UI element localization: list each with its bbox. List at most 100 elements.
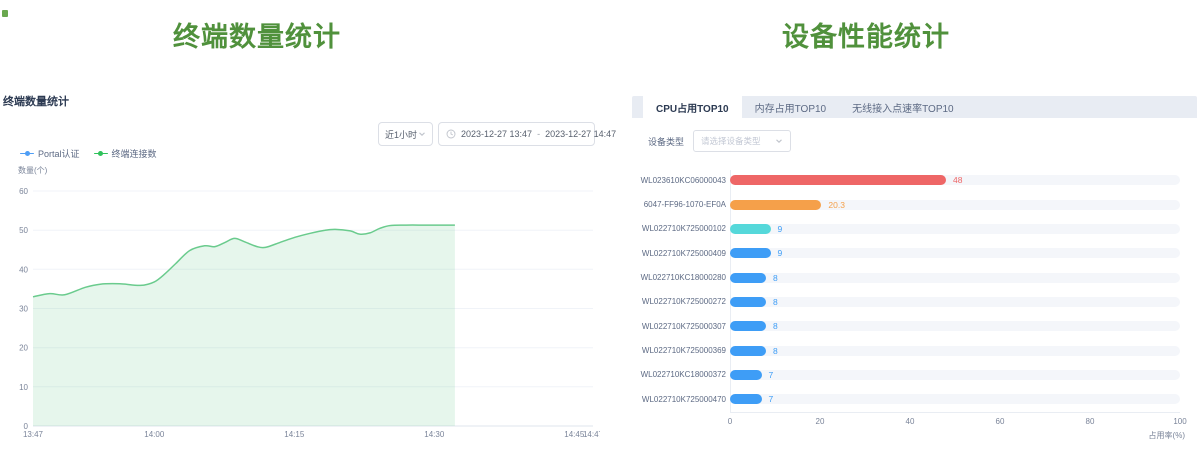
svg-text:20: 20 [19, 344, 28, 353]
date-range-separator: - [537, 129, 541, 139]
legend-marker-icon [93, 151, 108, 156]
bar [730, 321, 766, 332]
bar-xaxis-label: 占用率(%) [1148, 431, 1185, 440]
bar-row: WL022710KC18000280 8 [640, 265, 1188, 289]
device-label: WL022710K725000470 [641, 394, 726, 404]
legend-portal-auth[interactable]: Portal认证 [20, 147, 80, 160]
perf-tabs: CPU占用TOP10 内存占用TOP10 无线接入点速率TOP10 [632, 96, 1197, 118]
device-label: 6047-FF96-1070-EF0A [643, 200, 726, 210]
bar-value: 8 [773, 272, 778, 283]
left-section-heading: 终端数量统计 [173, 22, 341, 52]
bar-row: WL022710K725000470 7 [640, 387, 1188, 411]
legend-label: Portal认证 [38, 149, 80, 159]
tab-wireless-ap-rate-top10[interactable]: 无线接入点速率TOP10 [852, 103, 954, 115]
bar-xtick: 100 [1173, 417, 1187, 426]
bar-xtick: 0 [727, 417, 733, 426]
bar [730, 223, 771, 234]
bar [730, 345, 766, 356]
bar-xaxis: 0 20 40 60 80 100 [727, 417, 1187, 427]
chart-legend: Portal认证 终端连接数 [20, 147, 157, 160]
bar-value: 7 [768, 394, 774, 405]
chevron-down-icon [776, 139, 782, 143]
bar-row: WL023610KC06000043 48 [640, 168, 1188, 192]
bar-row: WL022710K725000369 8 [640, 338, 1188, 362]
bar-value: 48 [953, 175, 963, 186]
bar-chart-y-axis-line [730, 170, 731, 413]
clock-icon [446, 129, 456, 139]
y-axis-title: 数量(个) [18, 166, 48, 175]
svg-text:14:47: 14:47 [583, 430, 600, 439]
bar-track: 7 [730, 394, 1180, 405]
legend-label: 终端连接数 [111, 149, 157, 159]
bar-value: 9 [777, 223, 783, 234]
bar-row: WL022710K725000307 8 [640, 314, 1188, 338]
device-label: WL022710KC18000280 [640, 273, 726, 283]
device-label: WL022710K725000369 [641, 346, 726, 356]
date-range-picker[interactable]: 2023-12-27 13:47 - 2023-12-27 14:47 [438, 122, 616, 146]
tab-cpu-top10[interactable]: CPU占用TOP10 [643, 96, 742, 118]
svg-text:50: 50 [19, 226, 28, 235]
terminal-line-chart: 0 10 20 30 40 50 60 13:47 14:00 14:15 14:30 14:4514… [19, 187, 600, 439]
svg-text:0: 0 [24, 422, 29, 431]
date-range-start[interactable]: 2023-12-27 13:47 [461, 129, 533, 139]
time-range-value: 近1小时 [385, 129, 418, 140]
date-range-end[interactable]: 2023-12-27 14:47 [545, 129, 617, 139]
legend-terminal-connections[interactable]: 终端连接数 [93, 147, 157, 160]
bar-track: 48 [730, 175, 1180, 186]
bar-xtick: 60 [995, 417, 1005, 426]
time-range-select[interactable]: 近1小时 [378, 122, 433, 146]
bar-track: 8 [730, 296, 1180, 307]
bar-track: 9 [730, 223, 1180, 234]
bar-track: 9 [730, 248, 1180, 259]
svg-text:14:00: 14:00 [144, 430, 165, 439]
device-performance-panel: CPU占用TOP10 内存占用TOP10 无线接入点速率TOP10 设备类型 请选择… [632, 0, 1197, 456]
bar-value: 8 [773, 321, 778, 332]
chevron-down-icon [419, 132, 425, 136]
bar-row: 6047-FF96-1070-EF0A 20.3 [640, 192, 1188, 216]
svg-text:10: 10 [19, 383, 28, 392]
device-label: WL022710K725000102 [641, 224, 726, 234]
svg-text:14:30: 14:30 [424, 430, 445, 439]
terminal-count-panel: 终端数量统计 近1小时 2023-12-27 13:47 - 2023-12-2… [3, 96, 616, 439]
device-label: WL022710K725000409 [641, 248, 726, 258]
svg-text:60: 60 [19, 187, 28, 196]
device-type-placeholder: 请选择设备类型 [701, 136, 761, 146]
device-label: WL022710KC18000372 [640, 370, 726, 380]
bar-track: 8 [730, 321, 1180, 332]
bar-xtick: 20 [815, 417, 825, 426]
bar [730, 272, 766, 283]
bar-value: 9 [777, 248, 783, 259]
bar-row: WL022710KC18000372 7 [640, 363, 1188, 387]
svg-text:30: 30 [19, 305, 28, 314]
bar [730, 248, 771, 259]
legend-marker-icon [20, 151, 34, 156]
bar [730, 369, 762, 380]
bar-chart-x-axis-line [730, 412, 1180, 413]
terminal-card-title: 终端数量统计 [3, 96, 69, 108]
device-label: WL023610KC06000043 [640, 175, 726, 185]
svg-text:40: 40 [19, 265, 28, 274]
bar [730, 175, 946, 186]
bar [730, 394, 762, 405]
bar [730, 296, 766, 307]
bar-value: 20.3 [828, 199, 845, 210]
bar-track: 8 [730, 272, 1180, 283]
bar-track: 20.3 [730, 199, 1180, 210]
bar-xtick: 80 [1085, 417, 1095, 426]
bar-track: 7 [730, 369, 1180, 380]
bar [730, 199, 822, 210]
device-type-select[interactable]: 请选择设备类型 [693, 130, 792, 152]
bar-row: WL022710K725000272 8 [640, 290, 1188, 314]
bar-rows: WL023610KC06000043 48 6047-FF96-1070-EF0… [640, 168, 1188, 411]
bar-row: WL022710K725000409 9 [640, 241, 1188, 265]
bar-value: 7 [768, 369, 774, 380]
device-type-filter: 设备类型 请选择设备类型 [648, 130, 792, 152]
bar-value: 8 [773, 296, 778, 307]
device-label: WL022710K725000307 [641, 321, 726, 331]
device-type-label: 设备类型 [648, 136, 685, 147]
bar-value: 8 [773, 345, 778, 356]
tab-memory-top10[interactable]: 内存占用TOP10 [754, 103, 827, 115]
device-label: WL022710K725000272 [641, 297, 726, 307]
corner-logo-fragment [2, 10, 8, 17]
svg-text:13:47: 13:47 [23, 430, 44, 439]
